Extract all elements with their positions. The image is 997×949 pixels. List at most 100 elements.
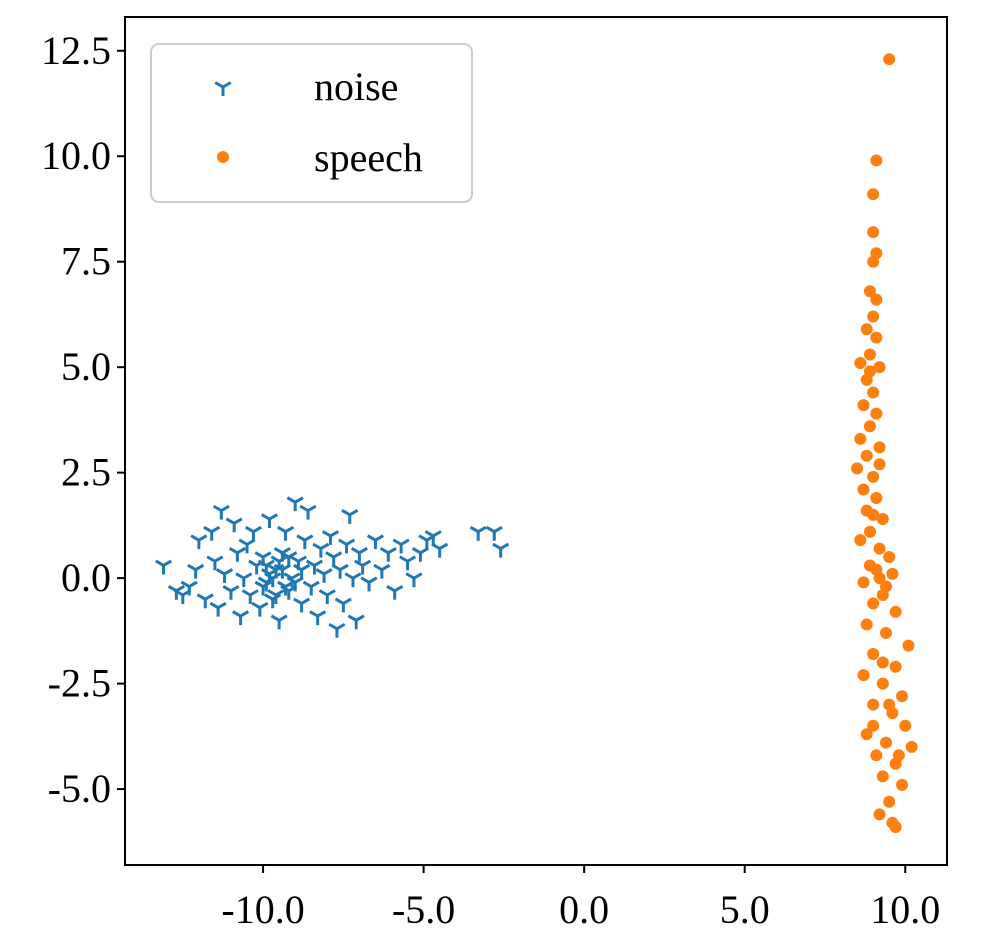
speech-point — [863, 285, 876, 298]
speech-point — [879, 626, 892, 639]
speech-point — [889, 605, 902, 618]
y-tick-label: 12.5 — [41, 28, 111, 73]
speech-point — [892, 749, 905, 762]
speech-point — [857, 669, 870, 682]
y-tick-label: -5.0 — [48, 766, 111, 811]
noise-point — [222, 584, 240, 600]
speech-point — [860, 323, 873, 336]
speech-point — [870, 491, 883, 504]
speech-point — [867, 719, 880, 732]
noise-point — [299, 504, 317, 520]
noise-point — [350, 547, 368, 562]
speech-point — [899, 719, 912, 732]
speech-point — [873, 441, 886, 454]
noise-point — [190, 534, 208, 550]
noise-point — [293, 563, 311, 579]
legend-label-speech: speech — [314, 135, 423, 180]
speech-point — [867, 188, 880, 201]
speech-point — [863, 348, 876, 361]
speech-point — [867, 698, 880, 711]
y-tick-label: 5.0 — [61, 344, 111, 389]
speech-point — [873, 361, 886, 374]
noise-point — [296, 534, 314, 550]
speech-point — [905, 740, 918, 753]
noise-point — [215, 568, 234, 583]
legend-noise-marker-icon — [214, 81, 232, 96]
noise-point — [373, 563, 391, 579]
speech-point — [896, 690, 909, 703]
noise-point — [411, 547, 429, 562]
legend-marker-speech — [217, 151, 229, 163]
legend-label-noise: noise — [314, 64, 398, 109]
noise-point — [354, 559, 372, 575]
speech-point — [867, 597, 880, 610]
noise-point — [431, 542, 449, 558]
y-tick-label: 7.5 — [61, 239, 111, 284]
speech-point — [883, 795, 896, 808]
noise-point — [154, 559, 173, 575]
noise-point — [228, 547, 246, 562]
speech-point — [870, 154, 883, 167]
speech-point — [876, 513, 889, 526]
noise-point — [203, 525, 221, 541]
speech-point — [896, 778, 909, 791]
speech-point — [886, 567, 899, 580]
speech-point — [867, 226, 880, 239]
speech-point — [867, 310, 880, 323]
legend-box — [150, 43, 473, 203]
speech-point — [857, 399, 870, 412]
speech-point — [857, 483, 870, 496]
noise-point — [254, 580, 272, 596]
speech-point — [857, 576, 870, 589]
noise-point — [260, 513, 279, 529]
plot-points — [154, 53, 918, 834]
noise-point — [328, 622, 346, 638]
noise-point — [286, 496, 304, 512]
noise-point — [225, 517, 243, 533]
speech-point — [867, 255, 880, 268]
noise-point — [302, 580, 320, 596]
legend: noise speech — [150, 43, 473, 203]
speech-point — [854, 534, 867, 547]
noise-point — [305, 559, 323, 575]
speech-point — [876, 677, 889, 690]
noise-point — [386, 584, 404, 600]
x-axis-ticks: -10.0 -5.0 0.0 5.0 10.0 — [221, 865, 940, 932]
noise-point — [196, 593, 214, 609]
noise-point — [251, 601, 269, 617]
noise-point — [318, 589, 336, 604]
noise-point — [325, 551, 343, 567]
noise-point — [405, 572, 423, 588]
speech-point — [860, 618, 873, 631]
noise-point — [212, 504, 230, 520]
speech-point — [883, 551, 896, 564]
noise-point — [312, 542, 330, 558]
noise-point — [344, 572, 362, 588]
noise-point — [235, 572, 253, 588]
plot-frame — [124, 16, 948, 866]
noise-point — [277, 580, 295, 596]
legend-speech-marker-icon — [217, 151, 229, 163]
noise-point — [206, 555, 224, 571]
noise-point — [187, 563, 205, 579]
y-tick-label: 10.0 — [41, 133, 111, 178]
noise-point — [334, 597, 352, 613]
speech-point — [863, 365, 876, 378]
speech-point — [867, 648, 880, 661]
noise-point — [492, 542, 510, 558]
speech-point — [876, 656, 889, 669]
y-tick-label: -2.5 — [48, 661, 111, 706]
noise-point — [469, 525, 487, 541]
speech-point — [863, 525, 876, 538]
speech-point — [883, 698, 896, 711]
speech-point — [870, 749, 883, 762]
speech-point — [867, 386, 880, 399]
series-noise — [154, 496, 510, 638]
noise-point — [267, 589, 285, 604]
noise-point — [321, 530, 340, 545]
noise-point — [399, 555, 417, 571]
x-tick-label: 10.0 — [870, 887, 940, 932]
speech-point — [889, 821, 902, 834]
speech-point — [889, 660, 902, 673]
noise-point — [232, 610, 250, 626]
